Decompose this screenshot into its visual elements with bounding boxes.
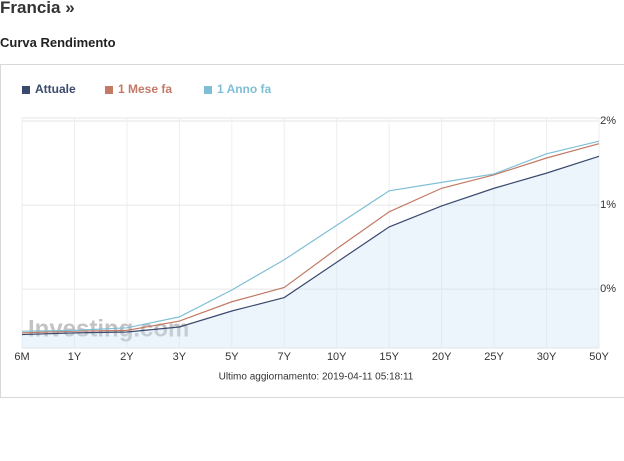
x-tick-label: 25Y (484, 351, 504, 363)
legend-label: 1 Mese fa (118, 82, 172, 96)
x-tick-label: 20Y (432, 351, 452, 363)
y-tick-label: 2% (600, 115, 616, 127)
section-title: Curva Rendimento (0, 35, 116, 50)
x-tick-label: 15Y (379, 351, 399, 363)
x-tick-label: 7Y (278, 351, 292, 363)
y-tick-label: 0% (600, 283, 616, 295)
chart-box (0, 64, 624, 398)
x-tick-label: 1Y (68, 351, 82, 363)
x-tick-label: 50Y (589, 351, 609, 363)
x-tick-label: 2Y (120, 351, 134, 363)
x-tick-label: 6M (14, 351, 29, 363)
legend-marker (22, 86, 30, 94)
legend-label: Attuale (35, 82, 76, 96)
series-line (21, 140, 600, 332)
plot-area (21, 117, 600, 349)
x-tick-label: 5Y (225, 351, 239, 363)
series-line (21, 155, 600, 336)
y-tick-label: 1% (600, 199, 616, 211)
legend-label: 1 Anno fa (217, 82, 272, 96)
area-fill (22, 156, 599, 348)
footer-note: Ultimo aggiornamento: 2019-04-11 05:18:1… (219, 372, 414, 383)
legend-marker (204, 86, 212, 94)
page-title[interactable]: Francia » (0, 0, 75, 17)
legend-marker (105, 86, 113, 94)
x-tick-label: 3Y (173, 351, 187, 363)
x-tick-label: 30Y (537, 351, 557, 363)
series-line (21, 143, 600, 334)
x-tick-label: 10Y (327, 351, 347, 363)
